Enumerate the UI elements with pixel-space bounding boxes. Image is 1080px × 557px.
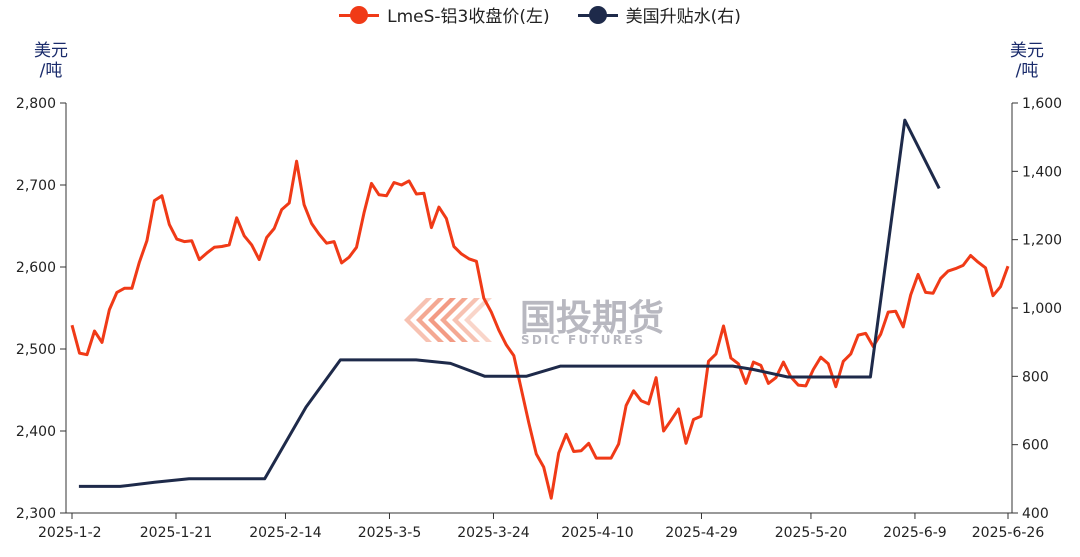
series-layer <box>70 118 1010 500</box>
x-tick-label: 2025-3-5 <box>358 525 422 541</box>
legend: LmeS-铝3收盘价(左) 美国升贴水(右) <box>0 2 1080 27</box>
right-axis-unit: 美元 /吨 <box>1010 41 1044 81</box>
left-unit-line2: /吨 <box>39 61 63 81</box>
y-right-tick-label: 800 <box>1022 369 1049 385</box>
legend-label-series2: 美国升贴水(右) <box>625 7 741 27</box>
y-right-tick-label: 1,000 <box>1022 301 1062 317</box>
legend-swatch-series2 <box>577 5 618 24</box>
y-left-tick-label: 2,300 <box>16 506 56 522</box>
y-left-tick-label: 2,700 <box>16 178 56 194</box>
right-unit-line2: /吨 <box>1015 61 1039 81</box>
left-unit-line1: 美元 <box>34 41 68 61</box>
x-tick-label: 2025-5-20 <box>775 525 847 541</box>
y-right-tick-label: 1,600 <box>1022 96 1062 112</box>
y-left-tick-label: 2,600 <box>16 260 56 276</box>
y-right-tick-label: 1,200 <box>1022 233 1062 249</box>
right-unit-line1: 美元 <box>1010 41 1044 61</box>
axes: 2,300 2,400 2,500 2,600 2,700 2,800 400 600 800 1… <box>16 96 1062 541</box>
y-right-tick-label: 600 <box>1022 438 1049 454</box>
x-tick-label: 2025-1-21 <box>140 525 212 541</box>
watermark: 国投期货 SDIC FUTURES <box>404 298 664 347</box>
watermark-en: SDIC FUTURES <box>521 333 645 347</box>
y-right-tick-label: 1,400 <box>1022 164 1062 180</box>
x-tick-label: 2025-3-24 <box>457 525 530 541</box>
x-tick-label: 2025-6-9 <box>883 525 947 541</box>
legend-swatch-series1 <box>339 5 380 24</box>
y-left-tick-label: 2,500 <box>16 342 56 358</box>
watermark-cn: 国投期货 <box>520 298 664 339</box>
y-left-tick-label: 2,400 <box>16 424 56 440</box>
watermark-logo-icon <box>404 298 492 342</box>
x-tick-label: 2025-6-26 <box>972 525 1045 541</box>
x-tick-label: 2025-2-14 <box>249 525 322 541</box>
series-line-us-premium <box>78 118 941 488</box>
series-line-lme-aluminium <box>70 159 1010 500</box>
x-tick-label: 2025-4-10 <box>561 525 633 541</box>
legend-label-series1: LmeS-铝3收盘价(左) <box>387 7 550 27</box>
x-tick-label: 2025-4-29 <box>665 525 737 541</box>
x-tick-label: 2025-1-2 <box>38 525 102 541</box>
legend-item-series2[interactable]: 美国升贴水(右) <box>577 2 741 27</box>
y-left-tick-label: 2,800 <box>16 96 56 112</box>
y-right-tick-label: 400 <box>1022 506 1049 522</box>
left-axis-unit: 美元 /吨 <box>34 41 68 81</box>
legend-item-series1[interactable]: LmeS-铝3收盘价(左) <box>339 2 550 27</box>
